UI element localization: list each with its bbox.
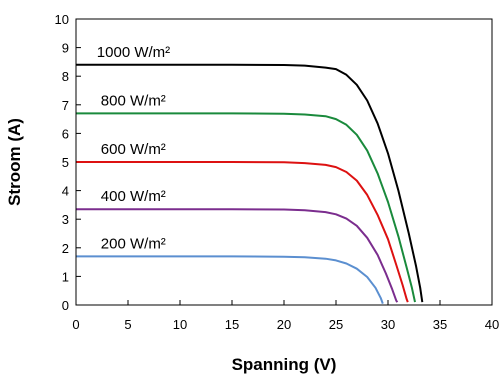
y-tick-label: 8	[62, 69, 69, 84]
series-line	[76, 63, 424, 303]
series-label: 200 W/m²	[101, 235, 166, 252]
y-tick-label: 1	[62, 269, 69, 284]
series-label: 800 W/m²	[101, 92, 166, 109]
series-line	[76, 161, 409, 303]
series-line	[76, 255, 384, 304]
x-axis-ticks: 0 5 10 15 20 25 30 35 40	[72, 300, 499, 332]
x-tick-label: 0	[72, 317, 79, 332]
x-tick-label: 35	[433, 317, 447, 332]
plot-frame	[75, 18, 493, 306]
x-tick-label: 5	[124, 317, 131, 332]
y-tick-label: 2	[62, 241, 69, 256]
x-tick-label: 10	[173, 317, 187, 332]
series-line	[76, 112, 416, 303]
y-tick-label: 4	[62, 184, 69, 199]
series-label: 400 W/m²	[101, 188, 166, 205]
x-tick-label: 15	[225, 317, 239, 332]
series-labels: 1000 W/m² 800 W/m² 600 W/m² 400 W/m² 200 W/m…	[97, 44, 170, 253]
x-tick-label: 20	[277, 317, 291, 332]
y-tick-label: 5	[62, 155, 69, 170]
x-tick-label: 25	[329, 317, 343, 332]
y-tick-label: 0	[62, 298, 69, 313]
x-axis-title: Spanning (V)	[232, 355, 337, 374]
series-label: 1000 W/m²	[97, 44, 170, 61]
y-tick-label: 3	[62, 212, 69, 227]
series-line	[76, 208, 399, 303]
y-tick-label: 10	[55, 12, 69, 27]
x-tick-label: 40	[485, 317, 499, 332]
y-tick-label: 7	[62, 98, 69, 113]
y-tick-label: 6	[62, 126, 69, 141]
series-label: 600 W/m²	[101, 141, 166, 158]
y-axis-ticks: 0 1 2 3 4 5 6 7 8 9 10	[55, 12, 81, 313]
y-tick-label: 9	[62, 41, 69, 56]
series-layer	[76, 63, 424, 304]
x-tick-label: 30	[381, 317, 395, 332]
y-axis-title: Stroom (A)	[5, 118, 24, 206]
